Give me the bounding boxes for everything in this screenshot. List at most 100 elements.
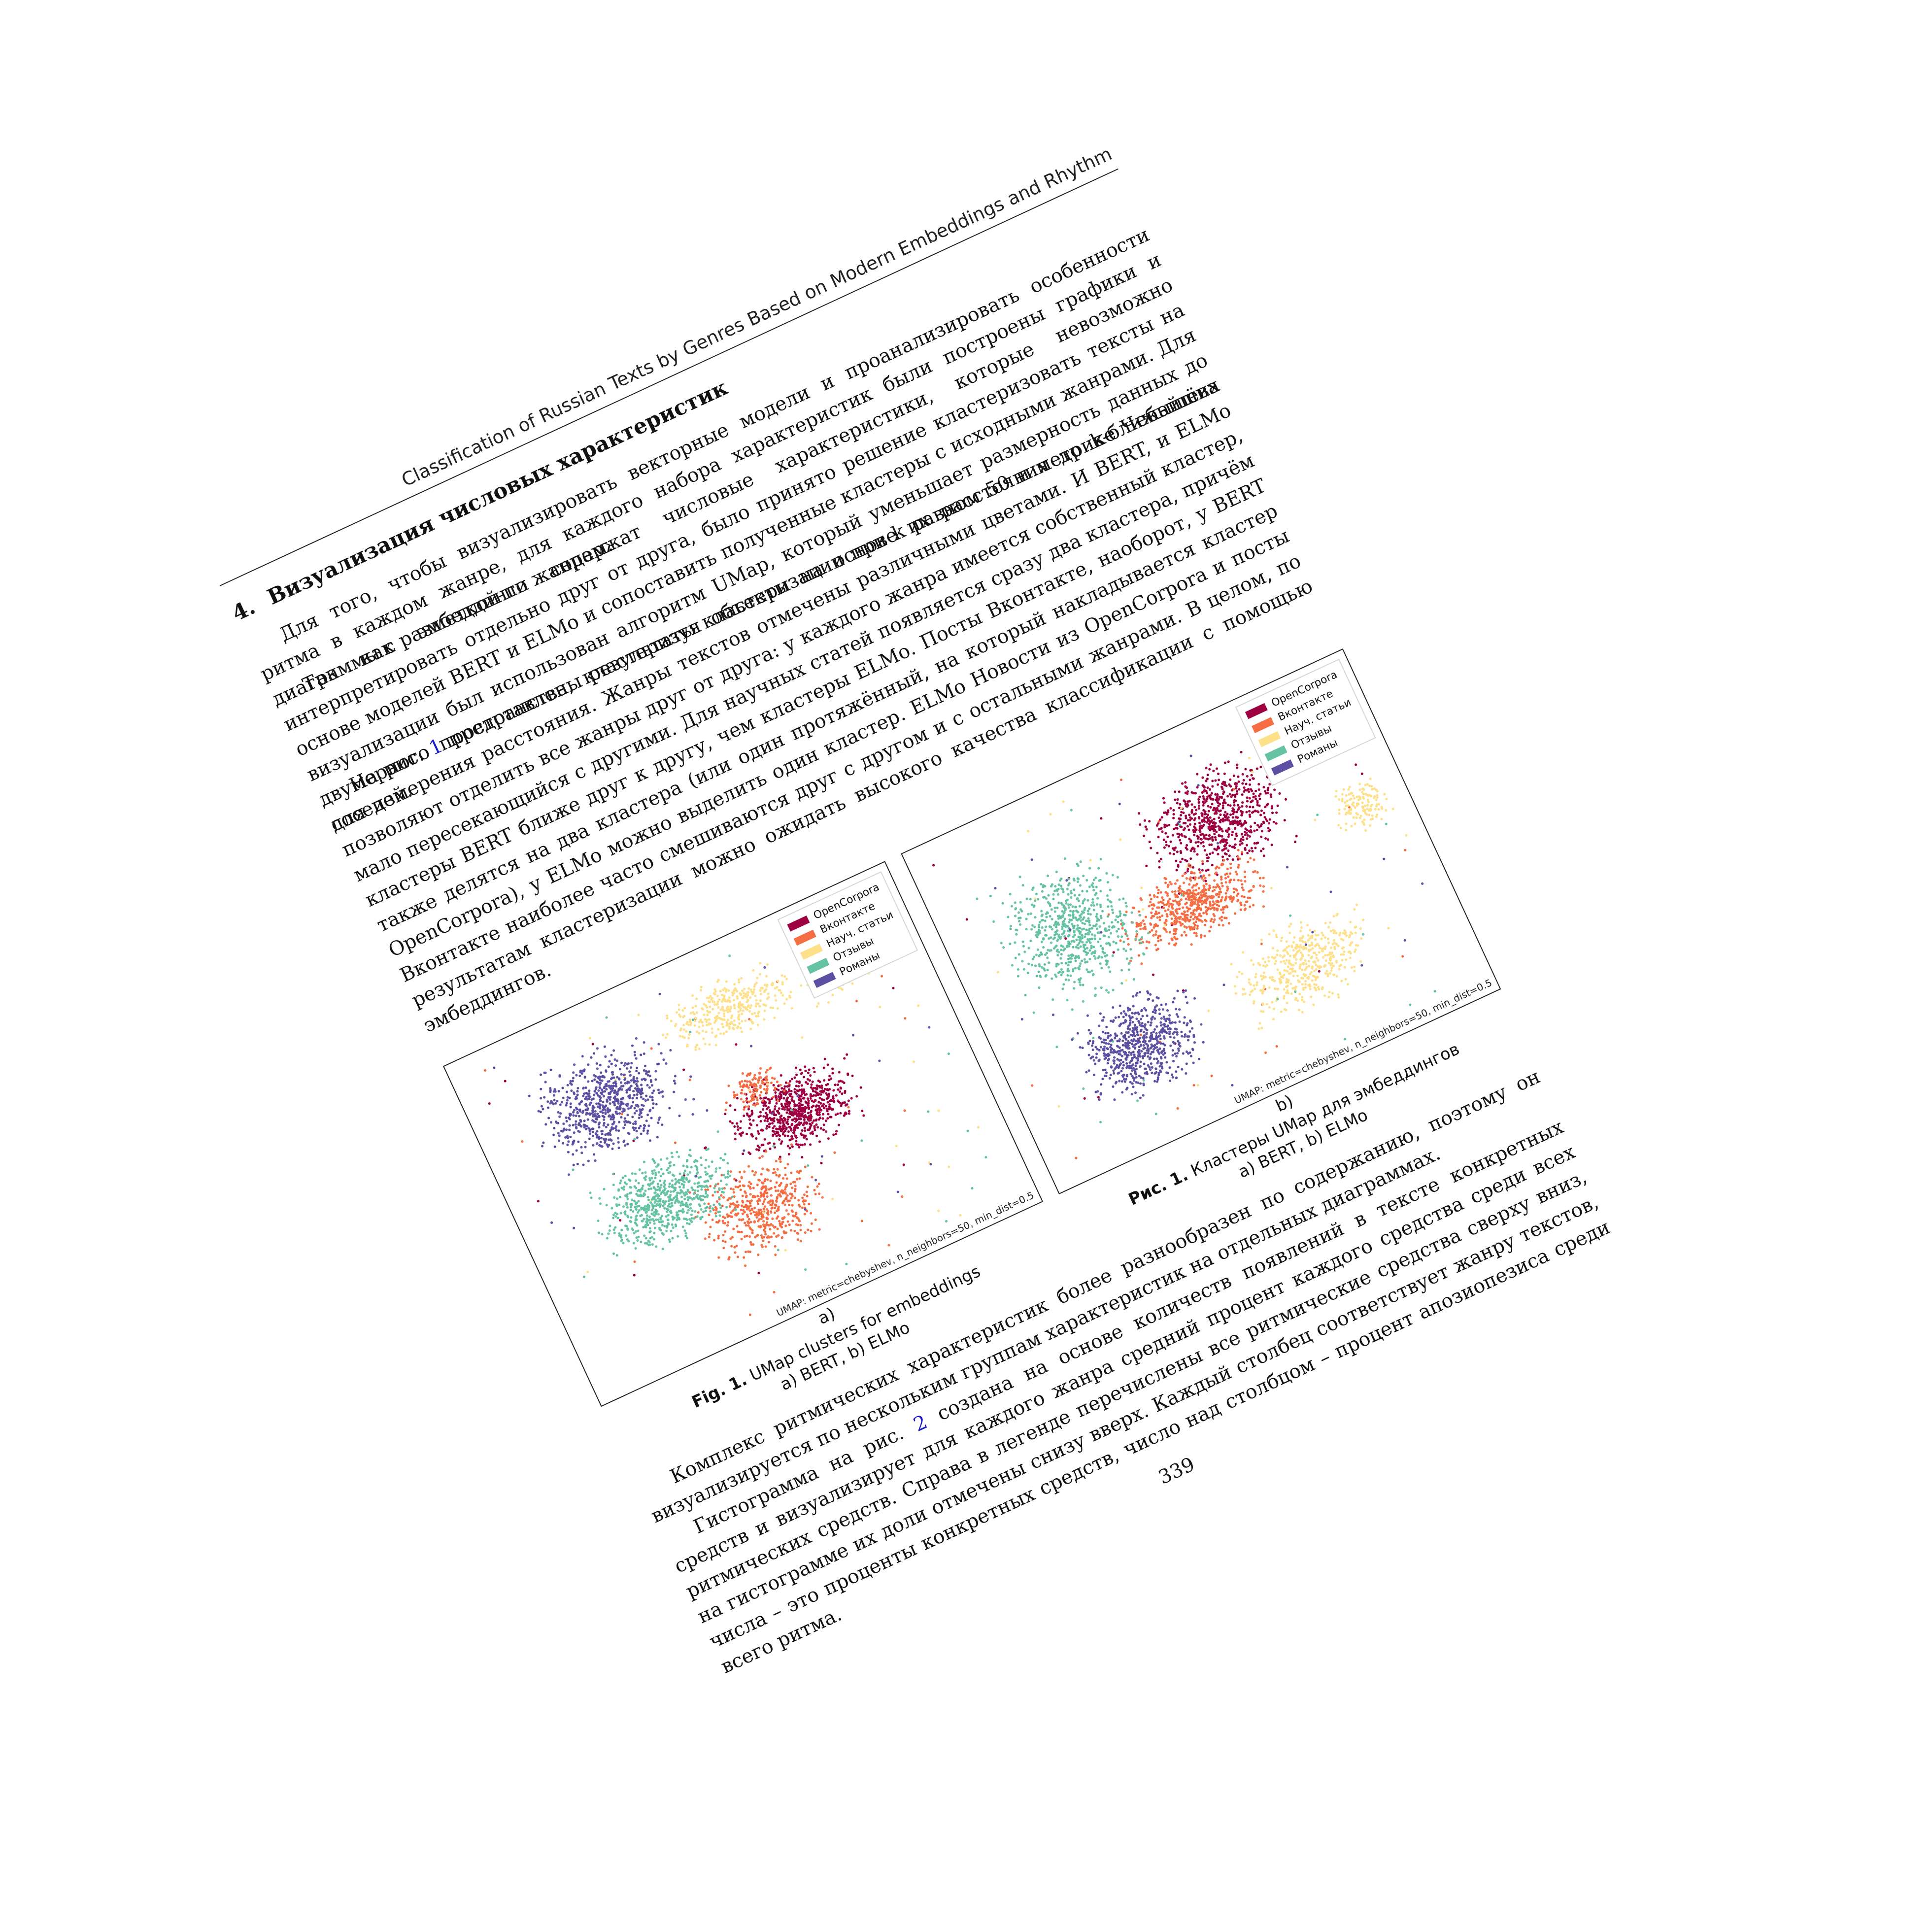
scatter-point bbox=[568, 1128, 571, 1131]
scatter-point bbox=[797, 1171, 800, 1174]
scatter-point bbox=[798, 1111, 801, 1114]
scatter-point bbox=[744, 1080, 746, 1083]
scatter-point bbox=[602, 1095, 605, 1098]
scatter-point bbox=[1233, 879, 1236, 881]
scatter-point bbox=[650, 1084, 654, 1087]
scatter-point bbox=[688, 1180, 691, 1183]
scatter-point bbox=[1149, 901, 1152, 904]
scatter-point bbox=[798, 1121, 801, 1124]
scatter-point bbox=[816, 1126, 819, 1129]
scatter-point bbox=[1220, 908, 1223, 911]
scatter-point bbox=[804, 1231, 807, 1234]
scatter-point bbox=[699, 1204, 702, 1208]
scatter-point bbox=[659, 1179, 662, 1183]
scatter-point bbox=[1174, 899, 1177, 902]
scatter-point bbox=[965, 918, 968, 921]
scatter-point bbox=[793, 1189, 796, 1193]
scatter-point bbox=[810, 1222, 813, 1225]
series-Вконтакте bbox=[483, 902, 907, 1316]
scatter-point bbox=[800, 1084, 803, 1087]
scatter-point bbox=[742, 1006, 745, 1009]
scatter-point bbox=[800, 1240, 803, 1243]
scatter-point bbox=[762, 1097, 765, 1100]
scatter-point bbox=[717, 1006, 720, 1009]
scatter-point bbox=[764, 1096, 767, 1099]
scatter-point bbox=[1186, 910, 1189, 913]
scatter-point bbox=[1307, 954, 1310, 957]
scatter-point bbox=[728, 1214, 731, 1218]
scatter-point bbox=[1224, 897, 1227, 900]
scatter-point bbox=[671, 1237, 674, 1240]
scatter-point bbox=[1280, 936, 1284, 939]
scatter-point bbox=[637, 1182, 640, 1185]
scatter-point bbox=[649, 1095, 652, 1098]
scatter-point bbox=[784, 1173, 787, 1176]
scatter-point bbox=[1158, 860, 1161, 863]
scatter-point bbox=[714, 1044, 717, 1047]
scatter-point bbox=[736, 1097, 739, 1100]
scatter-point bbox=[726, 1011, 729, 1014]
scatter-point bbox=[763, 1018, 766, 1021]
scatter-point bbox=[1252, 777, 1254, 780]
scatter-point bbox=[1229, 813, 1232, 816]
scatter-point bbox=[1264, 837, 1267, 840]
scatter-point bbox=[783, 1231, 786, 1234]
scatter-point bbox=[569, 1080, 572, 1083]
scatter-point bbox=[1140, 921, 1143, 924]
scatter-point bbox=[1167, 811, 1170, 813]
scatter-point bbox=[658, 1194, 661, 1197]
scatter-point bbox=[794, 1185, 797, 1187]
scatter-point bbox=[696, 1172, 699, 1175]
scatter-point bbox=[586, 1092, 589, 1095]
scatter-point bbox=[671, 1223, 674, 1226]
scatter-point bbox=[1269, 976, 1272, 979]
scatter-point bbox=[1164, 878, 1167, 881]
scatter-point bbox=[755, 999, 758, 1002]
scatter-point bbox=[1239, 819, 1242, 822]
scatter-point bbox=[697, 1197, 700, 1200]
scatter-point bbox=[562, 1122, 565, 1125]
scatter-point bbox=[780, 1114, 783, 1117]
scatter-point bbox=[917, 1004, 920, 1007]
scatter-point bbox=[598, 1197, 601, 1200]
scatter-point bbox=[721, 993, 724, 996]
scatter-point bbox=[780, 1140, 783, 1143]
scatter-point bbox=[612, 1115, 615, 1118]
scatter-point bbox=[567, 1151, 570, 1153]
scatter-point bbox=[682, 1192, 685, 1195]
scatter-point bbox=[756, 1184, 759, 1186]
scatter-point bbox=[1354, 948, 1357, 951]
scatter-point bbox=[1208, 825, 1211, 828]
scatter-point bbox=[736, 1122, 739, 1125]
scatter-point bbox=[648, 1221, 651, 1224]
scatter-point bbox=[659, 1198, 662, 1201]
scatter-point bbox=[612, 1213, 615, 1216]
scatter-point bbox=[612, 1091, 616, 1094]
scatter-point bbox=[688, 1079, 691, 1082]
scatter-point bbox=[1196, 900, 1199, 903]
scatter-point bbox=[1177, 865, 1180, 868]
scatter-point bbox=[1222, 791, 1225, 794]
scatter-point bbox=[1239, 908, 1242, 911]
scatter-point bbox=[1349, 920, 1352, 923]
scatter-point bbox=[566, 1143, 569, 1146]
scatter-point bbox=[1163, 921, 1166, 924]
umap-panel-b: OpenCorpora Вконтакте Науч. статьи Отзыв… bbox=[901, 648, 1501, 1194]
scatter-point bbox=[1178, 833, 1181, 836]
scatter-point bbox=[743, 1256, 746, 1259]
scatter-point bbox=[1209, 806, 1212, 809]
scatter-point bbox=[688, 1033, 691, 1036]
scatter-point bbox=[749, 1187, 752, 1190]
scatter-point bbox=[595, 1092, 598, 1095]
scatter-point bbox=[1274, 962, 1277, 965]
scatter-point bbox=[828, 1100, 831, 1103]
scatter-point bbox=[775, 1134, 778, 1138]
scatter-point bbox=[1241, 993, 1244, 996]
scatter-point bbox=[1241, 886, 1244, 889]
scatter-point bbox=[765, 1115, 768, 1118]
scatter-point bbox=[600, 1110, 603, 1113]
scatter-point bbox=[927, 1110, 930, 1113]
scatter-point bbox=[633, 1053, 637, 1056]
scatter-point bbox=[601, 1133, 604, 1136]
scatter-point bbox=[1138, 922, 1141, 925]
